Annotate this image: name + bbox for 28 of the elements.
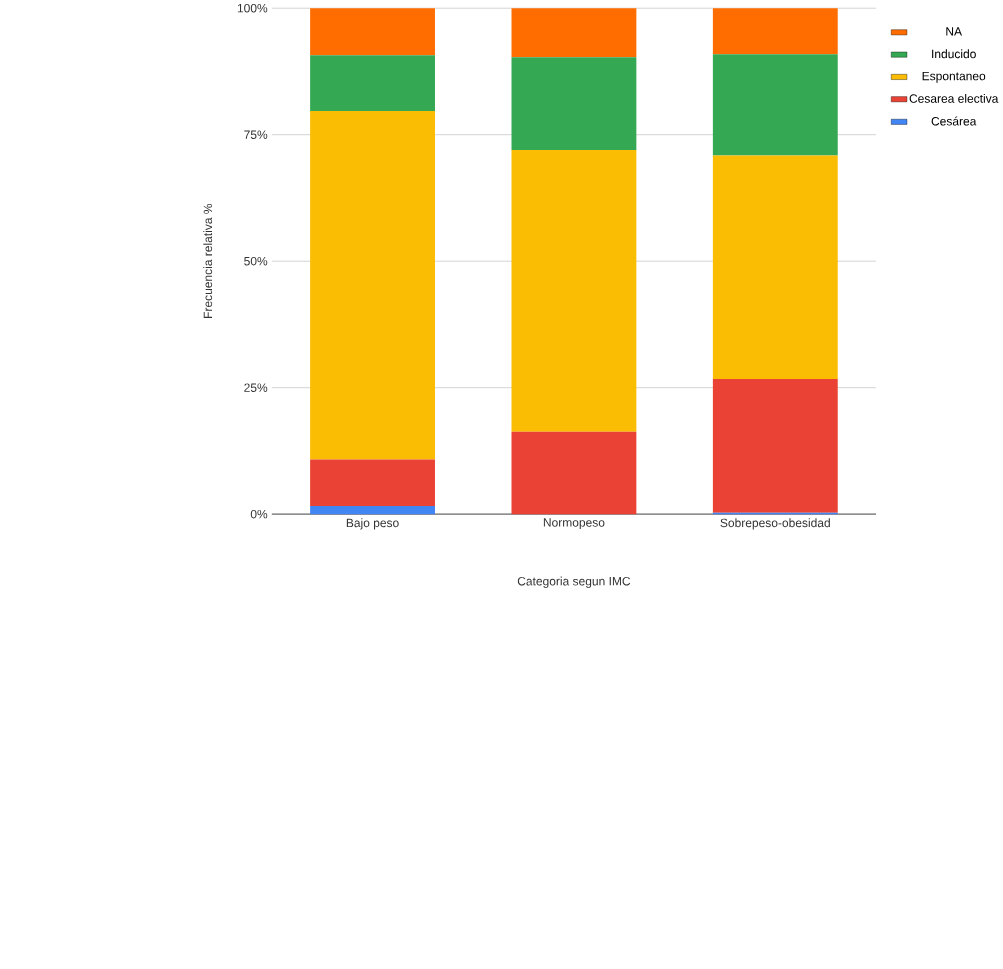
text: NA bbox=[946, 27, 963, 36]
x-tick-label: Sobrepeso-obesidad bbox=[720, 518, 830, 530]
x-axis-title: Categoria segun IMC bbox=[517, 576, 631, 588]
bar bbox=[712, 54, 838, 156]
y-tick-label: 25% bbox=[244, 383, 268, 392]
bar bbox=[511, 8, 637, 58]
bar bbox=[310, 505, 435, 514]
y-tick-label: 75% bbox=[244, 130, 268, 139]
bar bbox=[511, 431, 637, 514]
bar bbox=[712, 155, 838, 379]
x-tick-label: Bajo peso bbox=[346, 518, 399, 530]
bar bbox=[310, 55, 435, 111]
legend-label: Inducido bbox=[932, 49, 976, 58]
bar bbox=[712, 8, 838, 55]
x-tick-label: Normopeso bbox=[543, 518, 605, 529]
legend-label: Cesárea bbox=[931, 116, 977, 126]
y-tick-label: 50% bbox=[244, 256, 268, 266]
y-tick-label: 0% bbox=[250, 509, 268, 519]
bar bbox=[310, 459, 435, 506]
bar bbox=[310, 110, 435, 460]
legend-label: Espontaneo bbox=[922, 71, 986, 83]
bar bbox=[310, 8, 435, 56]
y-axis-title: Frecuencia relativa % bbox=[203, 203, 213, 318]
bar bbox=[712, 378, 838, 513]
y-tick-label: 100% bbox=[237, 3, 268, 13]
bar bbox=[511, 149, 637, 432]
legend-label: Cesarea electiva bbox=[909, 93, 999, 103]
bar bbox=[511, 57, 637, 150]
